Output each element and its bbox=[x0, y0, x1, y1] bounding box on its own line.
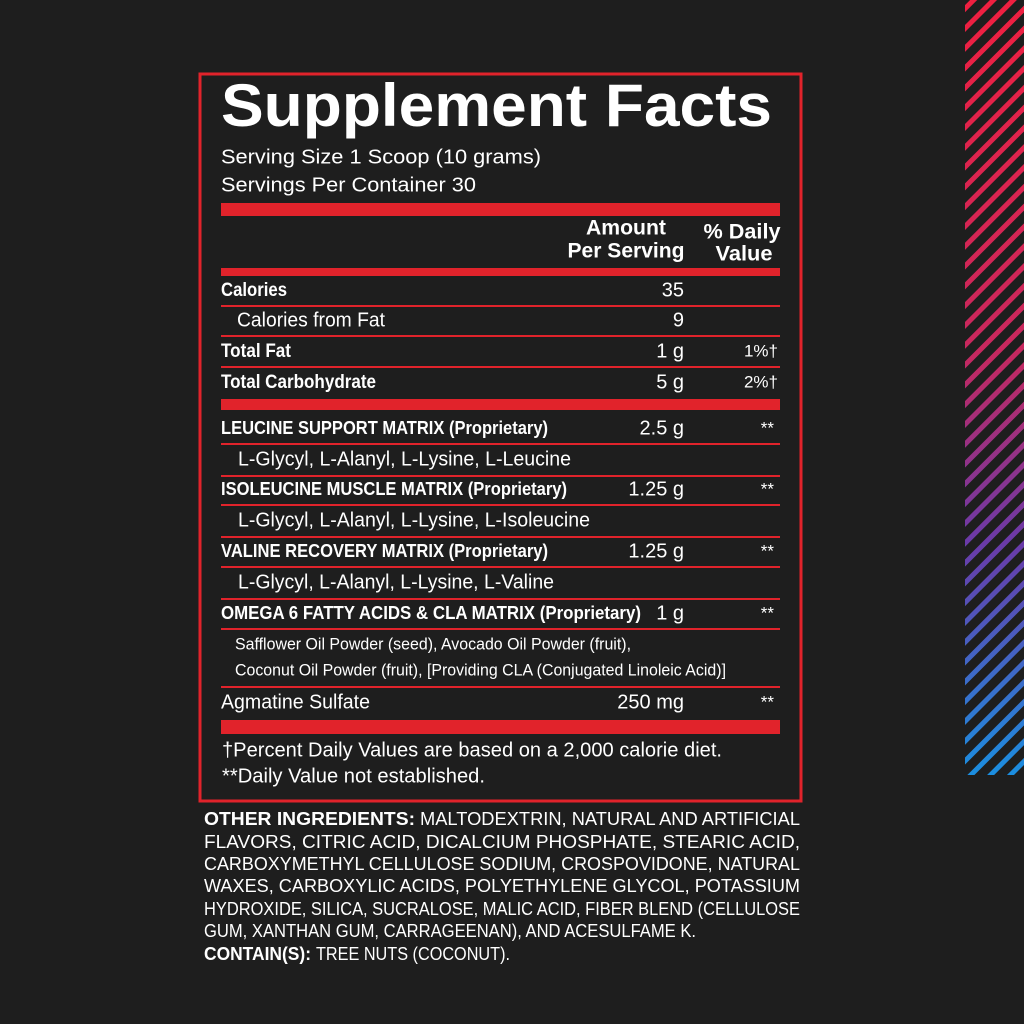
blend-name: LEUCINE SUPPORT MATRIX (Proprietary) bbox=[221, 418, 548, 438]
daily-value: ** bbox=[761, 418, 775, 437]
nutrient-amount: 5 g bbox=[656, 371, 684, 393]
blend-amount: 250 mg bbox=[617, 691, 684, 713]
serving-size: Serving Size 1 Scoop (10 grams) bbox=[221, 146, 541, 168]
blend-amount: 1.25 g bbox=[628, 478, 684, 500]
divider-bar bbox=[221, 720, 780, 734]
divider-bar bbox=[221, 203, 780, 216]
divider-line bbox=[221, 335, 780, 337]
nutrient-name: Total Carbohydrate bbox=[221, 372, 376, 393]
nutrient-amount: 35 bbox=[662, 279, 684, 301]
divider-line bbox=[221, 475, 780, 477]
divider-line bbox=[221, 305, 780, 307]
title: Supplement Facts bbox=[221, 72, 772, 139]
divider-line bbox=[221, 566, 780, 568]
divider-line bbox=[221, 686, 780, 688]
ingredients-label: OTHER INGREDIENTS: bbox=[204, 809, 415, 829]
divider-line bbox=[221, 598, 780, 600]
blend-ingredients: Safflower Oil Powder (seed), Avocado Oil… bbox=[235, 634, 631, 653]
ingredients-text: FLAVORS, CITRIC ACID, DICALCIUM PHOSPHAT… bbox=[204, 832, 800, 852]
blend-amount: 2.5 g bbox=[640, 417, 684, 439]
daily-value: ** bbox=[761, 692, 775, 711]
column-header: % Daily bbox=[704, 221, 781, 244]
ingredients-text: GUM, XANTHAN GUM, CARRAGEENAN), AND ACES… bbox=[204, 921, 696, 941]
contains-text: TREE NUTS (COCONUT). bbox=[316, 944, 510, 964]
blend-amount: 1.25 g bbox=[628, 540, 684, 562]
blend-ingredients: L-Glycyl, L-Alanyl, L-Lysine, L-Leucine bbox=[238, 448, 571, 470]
blend-name: OMEGA 6 FATTY ACIDS & CLA MATRIX (Propri… bbox=[221, 603, 641, 623]
ingredients-text: WAXES, CARBOXYLIC ACIDS, POLYETHYLENE GL… bbox=[204, 876, 800, 896]
blend-ingredients: L-Glycyl, L-Alanyl, L-Lysine, L-Valine bbox=[238, 571, 554, 593]
decorative-stripes bbox=[965, 0, 1024, 775]
column-header: Per Serving bbox=[568, 240, 685, 263]
ingredients-text: CARBOXYMETHYL CELLULOSE SODIUM, CROSPOVI… bbox=[204, 854, 800, 874]
nutrient-name: Total Fat bbox=[221, 341, 292, 362]
divider-line bbox=[221, 628, 780, 630]
daily-value: 2%† bbox=[744, 372, 778, 391]
nutrient-amount: 9 bbox=[673, 309, 684, 331]
divider-line bbox=[221, 536, 780, 538]
ingredients-text: HYDROXIDE, SILICA, SUCRALOSE, MALIC ACID… bbox=[204, 899, 800, 919]
blend-name: Agmatine Sulfate bbox=[221, 691, 370, 713]
divider-bar bbox=[221, 399, 780, 410]
footnote: **Daily Value not established. bbox=[222, 765, 485, 787]
facts-content: Supplement Facts Serving Size 1 Scoop (10… bbox=[204, 72, 800, 964]
nutrient-name: Calories bbox=[221, 280, 287, 301]
daily-value: ** bbox=[761, 541, 775, 560]
ingredients-text: MALTODEXTRIN, NATURAL AND ARTIFICIAL bbox=[420, 809, 800, 829]
daily-value: 1%† bbox=[744, 341, 778, 360]
column-header: Value bbox=[716, 243, 773, 266]
blend-name: VALINE RECOVERY MATRIX (Proprietary) bbox=[221, 541, 548, 561]
blend-ingredients: L-Glycyl, L-Alanyl, L-Lysine, L-Isoleuci… bbox=[238, 509, 590, 531]
facts-panel-border bbox=[198, 72, 803, 803]
blend-amount: 1 g bbox=[656, 602, 684, 624]
divider-line bbox=[221, 366, 780, 368]
blend-name: ISOLEUCINE MUSCLE MATRIX (Proprietary) bbox=[221, 479, 567, 499]
blend-ingredients: Coconut Oil Powder (fruit), [Providing C… bbox=[235, 660, 726, 679]
nutrient-name: Calories from Fat bbox=[237, 309, 385, 331]
contains-label: CONTAIN(S): bbox=[204, 944, 311, 964]
nutrient-amount: 1 g bbox=[656, 340, 684, 362]
servings-per-container: Servings Per Container 30 bbox=[221, 174, 476, 196]
divider-bar bbox=[221, 268, 780, 276]
divider-line bbox=[221, 504, 780, 506]
column-header: Amount bbox=[586, 217, 666, 240]
daily-value: ** bbox=[761, 603, 775, 622]
daily-value: ** bbox=[761, 479, 775, 498]
divider-line bbox=[221, 443, 780, 445]
footnote: †Percent Daily Values are based on a 2,0… bbox=[222, 739, 722, 761]
